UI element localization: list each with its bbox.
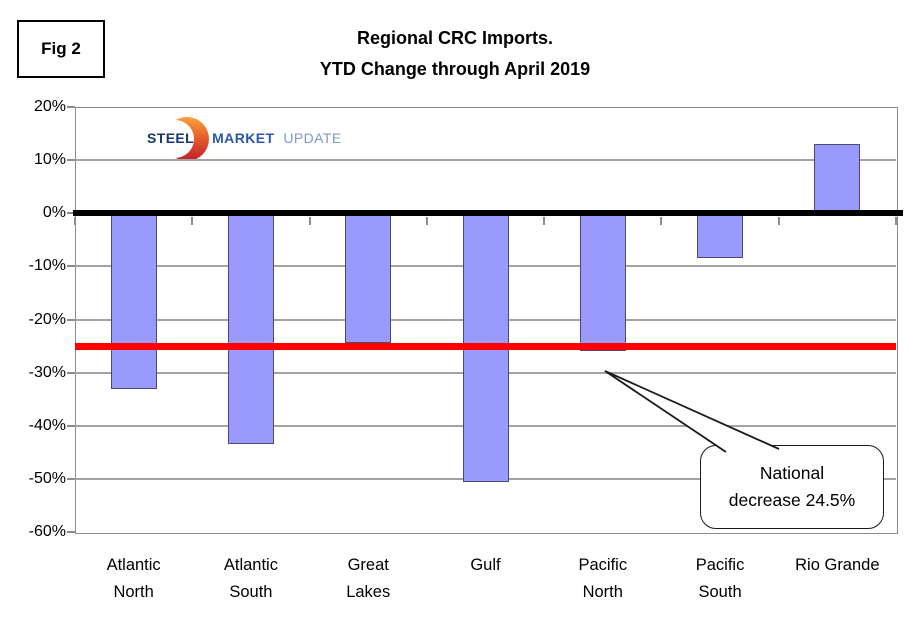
x-axis-label-pacific-north: Pacific North	[544, 552, 661, 606]
y-axis-tick	[67, 265, 75, 268]
y-axis-tick	[67, 318, 75, 321]
logo-word-market: MARKET	[212, 130, 275, 146]
x-axis-tick	[895, 217, 897, 226]
logo-text: STEEL MARKET UPDATE	[147, 130, 342, 146]
bar-atlantic-south	[227, 213, 274, 445]
figure-label-box: Fig 2	[17, 20, 105, 78]
y-axis-tick	[67, 477, 75, 480]
steel-market-update-logo: STEEL MARKET UPDATE	[100, 112, 341, 164]
x-axis-tick	[191, 217, 194, 226]
x-axis-label-line: Gulf	[470, 556, 501, 574]
x-axis-tick	[74, 217, 76, 226]
x-axis-tick	[660, 217, 663, 226]
x-axis-label-line: Rio Grande	[795, 556, 880, 574]
x-axis-tick	[425, 217, 428, 226]
y-axis-label: -60%	[28, 523, 66, 540]
bar-pacific-south	[697, 213, 744, 259]
x-axis-label-line: Atlantic	[106, 556, 161, 574]
x-axis-label-atlantic-south: Atlantic South	[192, 552, 309, 606]
x-axis-label-pacific-south: Pacific South	[661, 552, 778, 606]
x-axis-label-line: Atlantic	[223, 556, 278, 574]
bar-rio-grande	[814, 144, 861, 214]
y-axis-label: 20%	[33, 98, 66, 115]
chart-title-line2: YTD Change through April 2019	[319, 59, 591, 79]
y-axis-tick	[67, 371, 75, 374]
x-axis-label-line: South	[698, 583, 742, 601]
x-axis-tick	[543, 217, 546, 226]
y-axis-tick	[67, 531, 75, 533]
y-axis-label: 0%	[42, 204, 66, 222]
logo-crescent-icon	[156, 117, 209, 161]
crescent-inner-cutout	[156, 120, 194, 158]
figure-label: Fig 2	[41, 39, 81, 58]
x-axis-label-line: Great	[347, 556, 389, 574]
callout-line1: National	[759, 463, 825, 483]
bar-atlantic-north	[110, 213, 157, 389]
bar-pacific-north	[579, 213, 626, 352]
callout-line2: decrease 24.5%	[728, 490, 856, 510]
logo-word-steel: STEEL	[147, 130, 195, 146]
y-axis-tick	[67, 424, 75, 427]
y-axis-label: 10%	[33, 151, 66, 169]
bar-great-lakes	[345, 213, 392, 344]
x-axis-label-line: Pacific	[578, 556, 628, 574]
y-axis-label: -20%	[28, 310, 66, 328]
gridline	[75, 159, 896, 162]
y-axis-label: -40%	[28, 416, 66, 434]
x-axis-label-gulf: Gulf	[427, 552, 544, 579]
x-axis-label-line: South	[229, 583, 273, 601]
y-axis-label: -50%	[28, 469, 66, 487]
x-axis-label-line: North	[113, 583, 154, 601]
x-axis-tick	[308, 217, 311, 226]
y-axis-tick	[67, 106, 75, 108]
x-axis-tick	[777, 217, 780, 226]
x-axis-label-great-lakes: Great Lakes	[310, 552, 427, 606]
x-axis-label-atlantic-north: Atlantic North	[75, 552, 192, 606]
y-axis-label: -30%	[28, 363, 66, 381]
chart-title: Regional CRC Imports. YTD Change through…	[0, 23, 910, 85]
zero-axis-line	[73, 210, 903, 217]
national-average-line	[75, 342, 896, 350]
x-axis-label-line: Lakes	[346, 583, 391, 601]
x-axis-label-line: North	[582, 583, 623, 601]
y-axis-tick	[67, 159, 75, 162]
national-decrease-callout: National decrease 24.5%	[700, 445, 884, 529]
logo-word-update: UPDATE	[283, 130, 342, 146]
y-axis-label: -10%	[28, 257, 66, 275]
y-axis-tick	[67, 212, 75, 215]
x-axis-label-line: Pacific	[695, 556, 745, 574]
x-axis-label-rio-grande: Rio Grande	[779, 552, 896, 579]
chart-title-line1: Regional CRC Imports.	[356, 28, 553, 48]
